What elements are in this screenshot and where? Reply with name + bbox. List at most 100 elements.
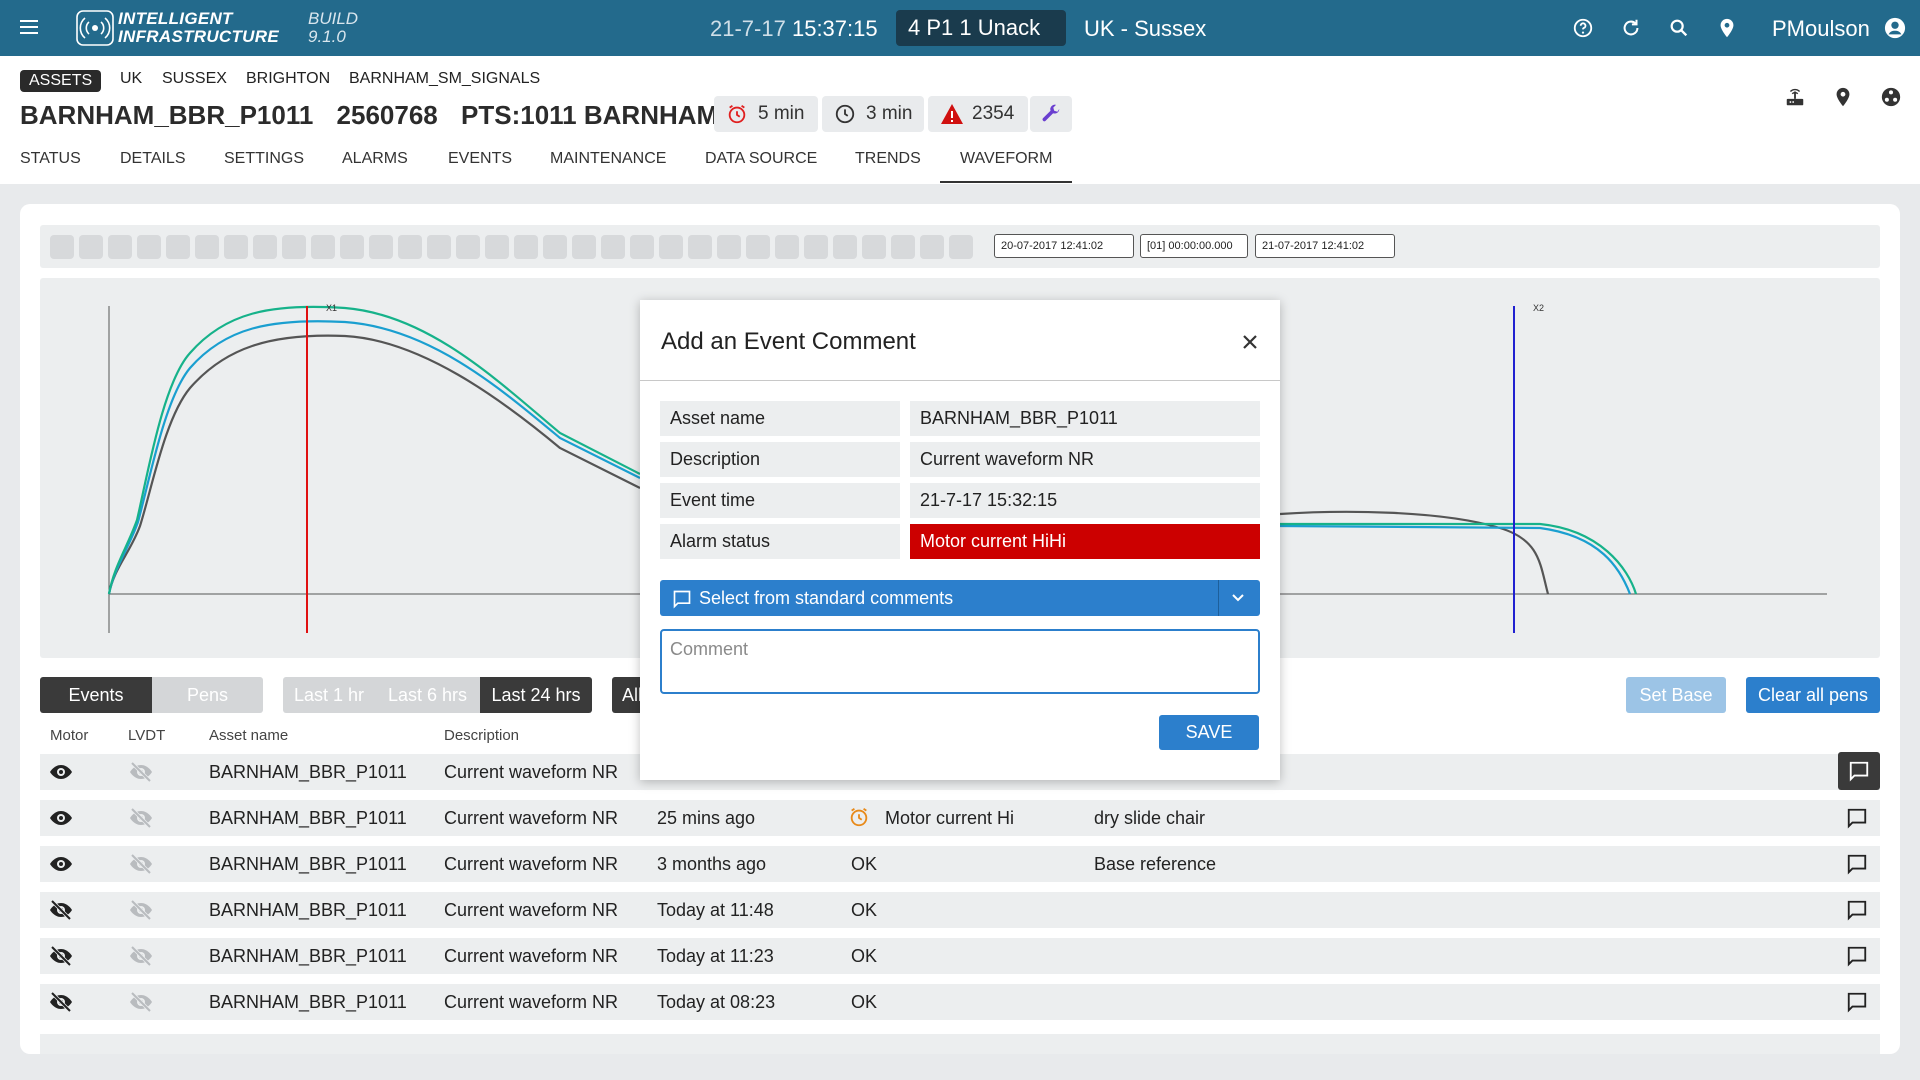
toolbar-tool-button[interactable] [572, 235, 596, 259]
menu-icon[interactable] [20, 20, 38, 34]
tab-maintenance[interactable]: MAINTENANCE [550, 150, 667, 167]
motor-eye-icon[interactable] [49, 806, 73, 835]
table-row[interactable]: BARNHAM_BBR_P1011 Current waveform NR Toda… [40, 984, 1880, 1020]
map-pin-icon[interactable] [1832, 86, 1854, 108]
toolbar-tool-button[interactable] [108, 235, 132, 259]
events-toggle[interactable]: Events [40, 677, 152, 713]
user-menu[interactable]: PMoulson [1772, 16, 1906, 42]
toolbar-tool-button[interactable] [891, 235, 915, 259]
last-24hrs-button[interactable]: Last 24 hrs [480, 677, 592, 713]
toolbar-tool-button[interactable] [833, 235, 857, 259]
alarm-timer-chip[interactable]: 5 min [714, 96, 818, 132]
toolbar-tool-button[interactable] [340, 235, 364, 259]
breadcrumb-barnham-signals[interactable]: BARNHAM_SM_SIGNALS [349, 70, 541, 87]
close-icon[interactable] [1238, 330, 1262, 354]
toolbar-tool-button[interactable] [50, 235, 74, 259]
toolbar-tool-button[interactable] [79, 235, 103, 259]
maintenance-chip[interactable] [1030, 96, 1072, 132]
lvdt-eye-off-icon[interactable] [129, 944, 153, 973]
toolbar-tool-button[interactable] [688, 235, 712, 259]
comment-icon[interactable] [1846, 899, 1868, 926]
lvdt-eye-off-icon[interactable] [129, 760, 153, 789]
toolbar-tool-button[interactable] [630, 235, 654, 259]
column-header-description[interactable]: Description [444, 727, 520, 744]
toolbar-tool-button[interactable] [369, 235, 393, 259]
chevron-down-icon[interactable] [1230, 591, 1246, 605]
toolbar-tool-button[interactable] [137, 235, 161, 259]
breadcrumb-uk[interactable]: UK [120, 70, 143, 87]
comment-icon[interactable] [1846, 945, 1868, 972]
tab-status[interactable]: STATUS [20, 150, 81, 167]
toolbar-tool-button[interactable] [398, 235, 422, 259]
toolbar-tool-button[interactable] [862, 235, 886, 259]
motor-eye-off-icon[interactable] [49, 944, 73, 973]
tab-settings[interactable]: SETTINGS [224, 150, 305, 167]
tab-waveform[interactable]: WAVEFORM [960, 150, 1053, 167]
last-6hrs-button[interactable]: Last 6 hrs [375, 677, 480, 713]
clock-timer-chip[interactable]: 3 min [822, 96, 924, 132]
help-icon[interactable] [1572, 17, 1594, 39]
end-date-field[interactable]: 21-07-2017 12:41:02 [1255, 234, 1395, 258]
warning-count-chip[interactable]: 2354 [928, 96, 1028, 132]
column-header-motor[interactable]: Motor [50, 727, 89, 744]
toolbar-tool-button[interactable] [601, 235, 625, 259]
duration-field[interactable]: [01] 00:00:00.000 [1140, 234, 1248, 258]
toolbar-tool-button[interactable] [253, 235, 277, 259]
table-row[interactable]: BARNHAM_BBR_P1011 Current waveform NR Toda… [40, 892, 1880, 928]
breadcrumb-sussex[interactable]: SUSSEX [162, 70, 227, 87]
search-icon[interactable] [1668, 17, 1690, 39]
tab-data-source[interactable]: DATA SOURCE [705, 150, 818, 167]
tab-alarms[interactable]: ALARMS [342, 150, 408, 167]
lvdt-eye-off-icon[interactable] [129, 852, 153, 881]
toolbar-tool-button[interactable] [543, 235, 567, 259]
location-icon[interactable] [1716, 17, 1738, 39]
column-header-lvdt[interactable]: LVDT [128, 727, 166, 744]
toolbar-tool-button[interactable] [949, 235, 973, 259]
toolbar-tool-button[interactable] [717, 235, 741, 259]
tab-events[interactable]: EVENTS [448, 150, 513, 167]
table-row[interactable]: BARNHAM_BBR_P1011 Current waveform NR 3 mo… [40, 846, 1880, 882]
motor-eye-off-icon[interactable] [49, 898, 73, 927]
motor-eye-icon[interactable] [49, 760, 73, 789]
standard-comments-dropdown[interactable]: Select from standard comments [660, 580, 1260, 616]
comment-icon[interactable] [1846, 807, 1868, 834]
router-icon[interactable] [1784, 86, 1806, 108]
last-1hr-button[interactable]: Last 1 hr [283, 677, 375, 713]
motor-eye-icon[interactable] [49, 852, 73, 881]
toolbar-tool-button[interactable] [659, 235, 683, 259]
start-date-field[interactable]: 20-07-2017 12:41:02 [994, 234, 1134, 258]
lvdt-eye-off-icon[interactable] [129, 806, 153, 835]
comment-icon[interactable] [1846, 991, 1868, 1018]
toolbar-tool-button[interactable] [920, 235, 944, 259]
toolbar-tool-button[interactable] [195, 235, 219, 259]
column-header-asset[interactable]: Asset name [209, 727, 289, 744]
motor-eye-off-icon[interactable] [49, 990, 73, 1019]
save-button[interactable]: SAVE [1159, 715, 1259, 750]
toolbar-tool-button[interactable] [166, 235, 190, 259]
comment-icon[interactable] [1838, 752, 1880, 790]
set-base-button[interactable]: Set Base [1626, 677, 1726, 713]
lvdt-eye-off-icon[interactable] [129, 990, 153, 1019]
toolbar-tool-button[interactable] [775, 235, 799, 259]
lvdt-eye-off-icon[interactable] [129, 898, 153, 927]
toolbar-tool-button[interactable] [456, 235, 480, 259]
alarm-summary-badge[interactable]: 4 P1 1 Unack [896, 10, 1066, 46]
breadcrumb-brighton[interactable]: BRIGHTON [246, 70, 331, 87]
toolbar-tool-button[interactable] [282, 235, 306, 259]
comment-icon[interactable] [1846, 853, 1868, 880]
table-row[interactable]: BARNHAM_BBR_P1011 Current waveform NR 25 m… [40, 800, 1880, 836]
tab-details[interactable]: DETAILS [120, 150, 186, 167]
comment-input[interactable] [660, 629, 1260, 694]
toolbar-tool-button[interactable] [427, 235, 451, 259]
toolbar-tool-button[interactable] [485, 235, 509, 259]
network-icon[interactable] [1880, 86, 1902, 108]
pens-toggle[interactable]: Pens [152, 677, 263, 713]
toolbar-tool-button[interactable] [804, 235, 828, 259]
breadcrumb-assets[interactable]: ASSETS [20, 70, 102, 92]
toolbar-tool-button[interactable] [224, 235, 248, 259]
table-scroll-area[interactable] [40, 1034, 1880, 1054]
clear-all-pens-button[interactable]: Clear all pens [1746, 677, 1880, 713]
toolbar-tool-button[interactable] [514, 235, 538, 259]
toolbar-tool-button[interactable] [746, 235, 770, 259]
table-row[interactable]: BARNHAM_BBR_P1011 Current waveform NR Toda… [40, 938, 1880, 974]
